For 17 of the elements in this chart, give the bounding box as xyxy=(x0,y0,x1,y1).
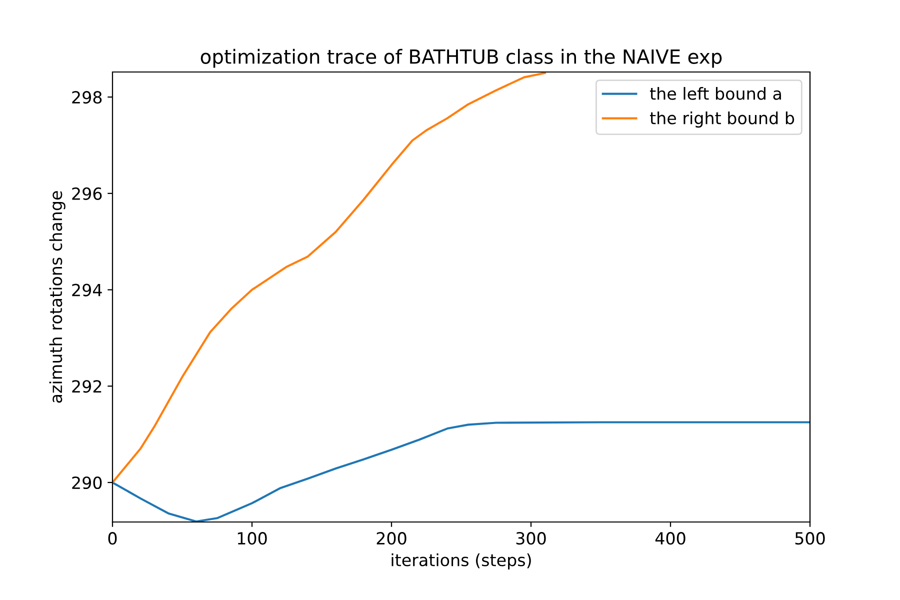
legend-label: the left bound a xyxy=(650,87,781,100)
x-tick-label: 500 xyxy=(795,532,825,545)
y-tick-label: 298 xyxy=(72,91,102,104)
line-series xyxy=(112,72,546,484)
x-axis-title: iterations (steps) xyxy=(392,553,531,570)
x-tick-label: 0 xyxy=(108,532,117,545)
chart-title: optimization trace of BATHTUB class in the NAIVE exp xyxy=(200,48,722,68)
y-tick-label: 294 xyxy=(72,284,102,296)
legend-label: the right bound b xyxy=(650,111,794,128)
x-tick-label: 300 xyxy=(516,532,546,545)
y-tick-label: 292 xyxy=(72,380,102,393)
x-tick-label: 200 xyxy=(376,532,406,545)
y-tick-label: 296 xyxy=(72,187,102,200)
y-axis-title: azimuth rotations change xyxy=(49,191,66,403)
y-tick-label: 290 xyxy=(72,476,102,490)
x-tick-label: 400 xyxy=(655,532,686,545)
x-tick-label: 100 xyxy=(238,532,267,545)
